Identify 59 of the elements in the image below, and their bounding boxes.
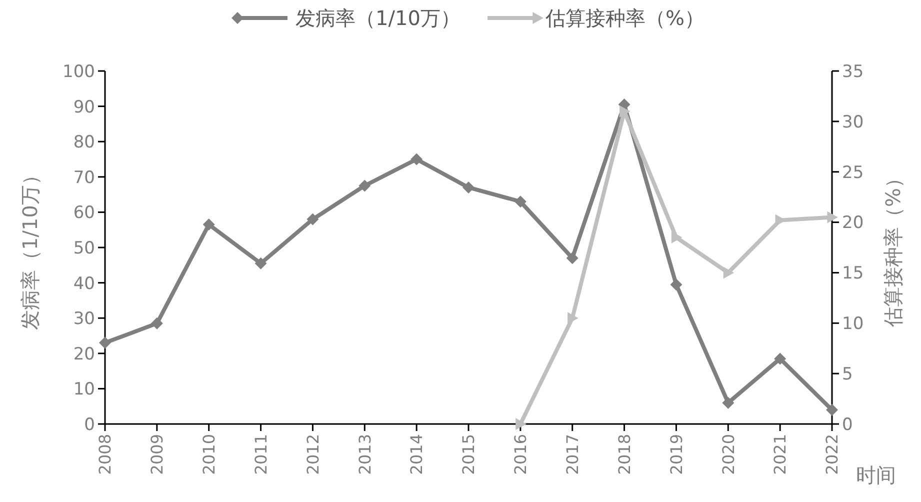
x-tick-label: 2020 [718,434,738,475]
point [827,211,838,224]
point [254,257,267,270]
x-tick-label: 2016 [511,434,530,475]
y2-tick-label: 5 [842,364,853,385]
legend-label: 发病率（1/10万） [296,6,460,30]
y-tick-label: 60 [73,203,95,224]
point [150,317,163,330]
x-tick-label: 2011 [251,434,270,475]
y2-tick-label: 30 [842,112,864,132]
point [514,196,526,208]
y2-tick-label: 25 [842,162,864,183]
x-tick-label: 2017 [562,434,582,475]
point [306,213,319,226]
point [99,336,111,349]
y-tick-label: 70 [73,168,95,188]
y2-tick-label: 15 [842,264,864,284]
point [358,180,371,192]
x-axis-title: 时间 [856,463,896,487]
y-tick-label: 20 [73,344,95,364]
point [568,312,578,324]
x-tick-label: 2010 [199,434,218,475]
point [202,218,215,231]
point [671,231,682,244]
point [516,418,526,430]
point [722,396,734,409]
point [774,352,786,365]
x-tick-label: 2014 [407,434,426,475]
x-tick-label: 2013 [355,434,374,475]
x-tick-label: 2019 [666,434,686,475]
x-tick-label: 2015 [459,434,478,475]
y-tick-label: 80 [73,132,95,153]
point [723,266,734,279]
y-axis-title: 发病率（1/10万） [18,165,42,330]
y-tick-label: 30 [73,309,95,330]
y2-tick-label: 20 [842,213,864,234]
y2-tick-label: 35 [842,62,864,82]
legend-label: 估算接种率（%） [544,6,705,30]
x-tick-label: 2012 [303,434,322,475]
x-tick-label: 2009 [148,434,167,475]
y-tick-label: 40 [73,274,95,294]
y2-tick-label: 10 [842,314,864,334]
x-tick-label: 2008 [96,434,115,475]
point [462,181,474,194]
point [410,153,423,166]
y-tick-label: 100 [62,62,95,82]
y2-tick-label: 0 [842,414,853,435]
y-tick-label: 90 [73,97,95,118]
y-tick-label: 50 [73,238,95,258]
point [619,105,630,118]
y-tick-label: 10 [73,380,95,400]
x-tick-label: 2021 [770,434,790,475]
y-tick-label: 0 [84,414,95,435]
x-tick-label: 2018 [614,434,634,475]
y2-axis-title: 估算接种率（%） [881,168,905,328]
x-tick-label: 2022 [822,434,842,475]
point [566,252,578,264]
point [826,404,838,416]
point [670,278,682,291]
